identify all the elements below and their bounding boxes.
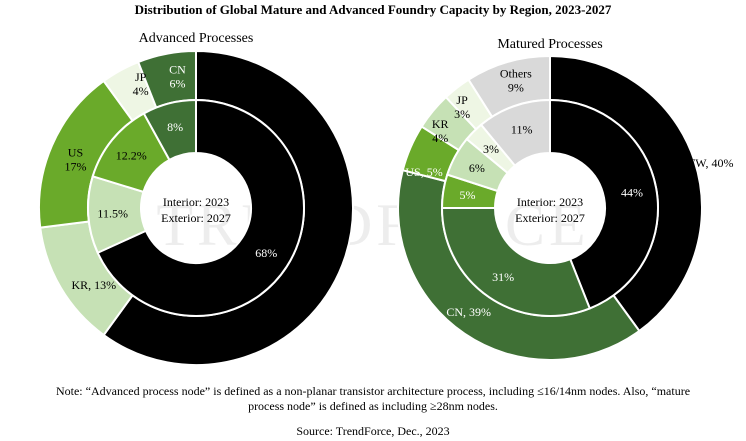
chart-title: Distribution of Global Mature and Advanc… — [135, 2, 612, 17]
inner-label-tw: 68% — [255, 246, 277, 260]
center-label-interior: Interior: 2023 — [163, 195, 229, 209]
inner-label-others: 11% — [511, 122, 533, 136]
inner-slice-tw — [549, 98, 659, 310]
outer-label-cn: CN 6% — [169, 62, 186, 90]
inner-slice-tw — [96, 98, 305, 317]
inner-label-us: 5% — [460, 188, 476, 202]
outer-label-jp: JP 4% — [133, 70, 149, 98]
subplot-title: Matured Processes — [497, 37, 602, 52]
inner-slice-others — [479, 98, 551, 168]
inner-label-tw: 44% — [621, 185, 643, 199]
outer-label-kr: KR 4% — [432, 117, 449, 145]
watermark: TRENDFORCE — [156, 192, 589, 258]
outer-label-tw: TW, 40% — [688, 156, 734, 170]
inner-label-kr: 6% — [469, 161, 485, 175]
outer-label-tw: TW, 60% — [348, 289, 394, 303]
center-label-exterior: Exterior: 2027 — [161, 211, 231, 225]
inner-label-jp: 3% — [483, 142, 499, 156]
center-label-interior: Interior: 2023 — [517, 195, 583, 209]
center-label-exterior: Exterior: 2027 — [515, 211, 585, 225]
footnote: Note: “Advanced process node” is defined… — [55, 384, 691, 413]
outer-label-others: Others 9% — [500, 66, 532, 94]
inner-slice-cn — [142, 98, 197, 162]
donut-matured: Matured Processes 44% 31% 5% 6% 3% 11% TW, 40% C… — [397, 37, 734, 361]
inner-slice-cn — [440, 207, 592, 317]
outer-label-us: US 17% — [64, 145, 86, 173]
outer-label-kr: KR, 13% — [71, 278, 116, 292]
outer-label-cn: CN, 39% — [446, 305, 491, 319]
inner-label-kr: 11.5% — [97, 206, 128, 220]
inner-label-us: 12.2% — [116, 148, 147, 162]
subplot-title: Advanced Processes — [139, 31, 254, 46]
outer-label-us: US, 5% — [405, 165, 442, 179]
source-text: Source: TrendForce, Dec., 2023 — [296, 424, 450, 438]
inner-label-cn: 31% — [492, 270, 514, 284]
inner-label-cn: 8% — [167, 120, 183, 134]
outer-label-jp: JP 3% — [454, 93, 470, 121]
donut-advanced: Advanced Processes 68% 11.5% 12.2% 8% TW, 60%… — [38, 31, 394, 366]
